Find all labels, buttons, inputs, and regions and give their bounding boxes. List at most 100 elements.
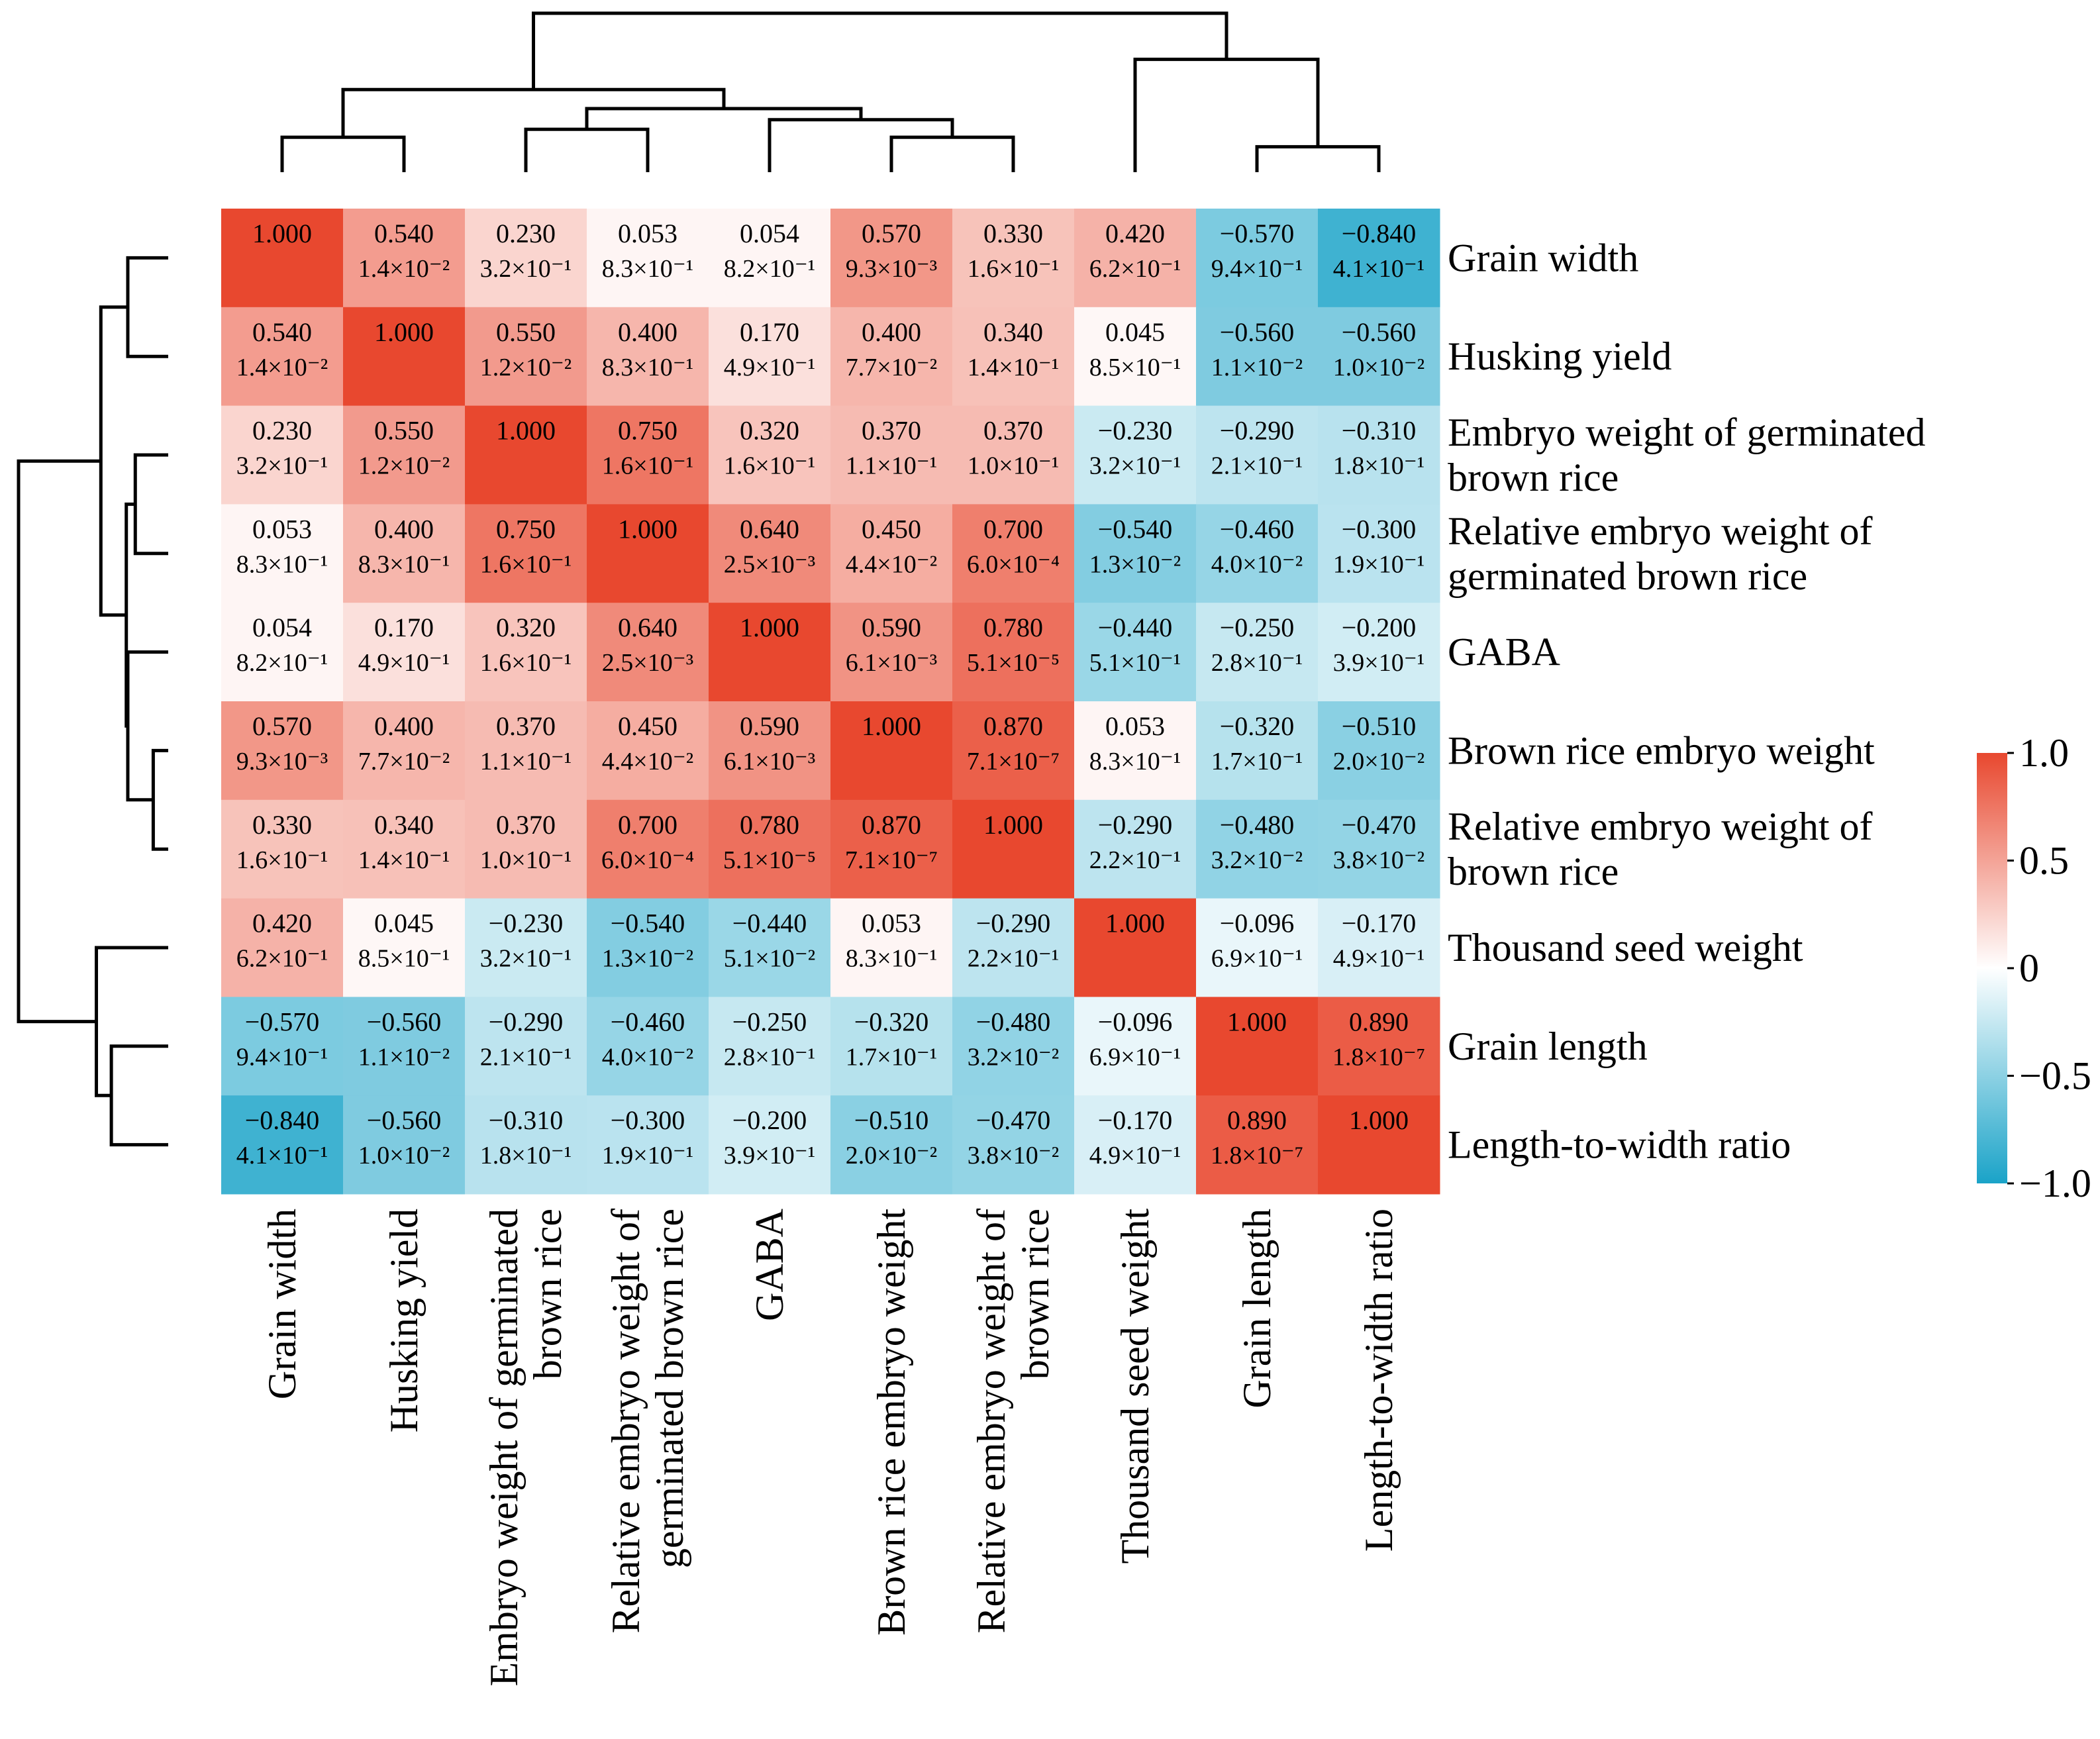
cell-value-r2-c2: 1.000 <box>496 416 556 446</box>
heatmap-cell-r0-c5 <box>830 209 953 308</box>
cell-pvalue-r1-c5: 7.7×10⁻² <box>846 354 937 381</box>
cell-value-r7-c8: −0.096 <box>1220 909 1295 938</box>
heatmap-cell-r7-c7 <box>1074 898 1197 997</box>
color-legend: 1.0 0.5 0 −0.5 −1.0 <box>1977 731 2091 1205</box>
cell-pvalue-r4-c8: 2.8×10⁻¹ <box>1211 649 1303 677</box>
cell-pvalue-r8-c1: 1.1×10⁻² <box>358 1043 450 1071</box>
cell-value-r3-c3: 1.000 <box>618 514 677 544</box>
column-label-2-line-0: Embryo weight of germinated <box>482 1209 526 1686</box>
cell-value-r8-c7: −0.096 <box>1098 1007 1173 1036</box>
cell-value-r5-c6: 0.870 <box>983 711 1043 741</box>
cell-pvalue-r8-c9: 1.8×10⁻⁷ <box>1332 1043 1425 1071</box>
heatmap-cell-r5-c7 <box>1074 701 1197 801</box>
row-labels: Grain width Husking yield Embryo weight of… <box>1448 236 1925 1166</box>
cell-pvalue-r7-c0: 6.2×10⁻¹ <box>236 945 328 973</box>
heatmap-cell-r8-c0 <box>221 997 344 1096</box>
row-label-6-line-0: Relative embryo weight of <box>1448 805 1873 848</box>
column-label-6-line-0: Relative embryo weight of <box>970 1209 1013 1634</box>
heatmap-cell-r3-c8 <box>1196 504 1319 603</box>
legend-color-bar <box>1977 753 2007 1183</box>
cell-pvalue-r5-c9: 2.0×10⁻² <box>1333 748 1425 775</box>
heatmap-cell-r2-c6 <box>952 405 1075 505</box>
heatmap-cell-r8-c5 <box>830 997 953 1096</box>
cell-value-r6-c5: 0.870 <box>862 810 921 840</box>
cell-pvalue-r8-c6: 3.2×10⁻² <box>968 1043 1059 1071</box>
column-label-0-line-0: Grain width <box>260 1209 304 1399</box>
cell-pvalue-r5-c1: 7.7×10⁻² <box>358 748 450 775</box>
cell-pvalue-r0-c3: 8.3×10⁻¹ <box>602 255 693 283</box>
cell-value-r8-c2: −0.290 <box>489 1007 564 1036</box>
cell-pvalue-r2-c6: 1.0×10⁻¹ <box>968 452 1059 480</box>
column-dendrogram-branch-2 <box>524 127 650 172</box>
cell-pvalue-r4-c9: 3.9×10⁻¹ <box>1333 649 1425 677</box>
cell-value-r1-c1: 1.000 <box>374 317 434 347</box>
cell-value-r8-c4: −0.250 <box>732 1007 807 1036</box>
cell-value-r2-c1: 0.550 <box>374 416 434 446</box>
legend-tick-label-1: 0.5 <box>2019 839 2069 883</box>
heatmap-cell-r4-c7 <box>1074 603 1197 702</box>
cell-value-r6-c7: −0.290 <box>1098 810 1173 840</box>
cell-pvalue-r5-c8: 1.7×10⁻¹ <box>1211 748 1303 775</box>
heatmap-cell-r0-c7 <box>1074 209 1197 308</box>
cell-pvalue-r3-c0: 8.3×10⁻¹ <box>236 550 328 578</box>
cell-pvalue-r9-c1: 1.0×10⁻² <box>358 1142 450 1169</box>
cell-value-r6-c8: −0.480 <box>1220 810 1295 840</box>
cell-value-r6-c0: 0.330 <box>252 810 312 840</box>
heatmap-cell-r0-c8 <box>1196 209 1319 308</box>
heatmap-cell-r0-c2 <box>465 209 587 308</box>
cell-pvalue-r9-c4: 3.9×10⁻¹ <box>724 1142 815 1169</box>
heatmap-cell-r0-c4 <box>709 209 831 308</box>
heatmap-cell-r1-c8 <box>1196 307 1319 407</box>
heatmap-cell-r3-c1 <box>343 504 466 603</box>
column-label-1-line-0: Husking yield <box>382 1209 426 1432</box>
heatmap-cell-r7-c0 <box>221 898 344 997</box>
cell-pvalue-r1-c4: 4.9×10⁻¹ <box>724 354 815 381</box>
row-label-7-line-0: Thousand seed weight <box>1448 926 1803 969</box>
column-label-2-line-1: brown rice <box>526 1209 570 1379</box>
row-label-8-line-0: Grain length <box>1448 1024 1648 1068</box>
cell-pvalue-r8-c0: 9.4×10⁻¹ <box>236 1043 328 1071</box>
legend-tick-label-3: −0.5 <box>2019 1054 2091 1098</box>
cell-pvalue-r4-c2: 1.6×10⁻¹ <box>480 649 572 677</box>
heatmap-cell-r8-c6 <box>952 997 1075 1096</box>
row-dendrogram-branch-2 <box>151 748 168 851</box>
heatmap-cell-r1-c4 <box>709 307 831 407</box>
cell-pvalue-r2-c5: 1.1×10⁻¹ <box>846 452 937 480</box>
cell-pvalue-r1-c0: 1.4×10⁻² <box>236 354 328 381</box>
heatmap-cell-r3-c4 <box>709 504 831 603</box>
cell-value-r7-c9: −0.170 <box>1342 909 1417 938</box>
cell-value-r7-c0: 0.420 <box>252 909 312 938</box>
cell-pvalue-r0-c7: 6.2×10⁻¹ <box>1089 255 1181 283</box>
row-label-0-line-0: Grain width <box>1448 236 1638 279</box>
cell-pvalue-r8-c7: 6.9×10⁻¹ <box>1089 1043 1181 1071</box>
row-label-2-line-1: brown rice <box>1448 456 1619 499</box>
cell-value-r9-c9: 1.000 <box>1349 1105 1409 1135</box>
cell-pvalue-r9-c8: 1.8×10⁻⁷ <box>1211 1142 1303 1169</box>
heatmap-cell-r5-c3 <box>587 701 709 801</box>
heatmap-cell-r5-c9 <box>1318 701 1440 801</box>
cell-pvalue-r4-c1: 4.9×10⁻¹ <box>358 649 450 677</box>
column-label-3-line-0: Relative embryo weight of <box>604 1209 648 1634</box>
heatmap-cell-r4-c8 <box>1196 603 1319 702</box>
heatmap-cell-r5-c0 <box>221 701 344 801</box>
heatmap-cell-r8-c3 <box>587 997 709 1096</box>
heatmap-cell-r9-c3 <box>587 1095 709 1195</box>
heatmap-cell-r1-c5 <box>830 307 953 407</box>
row-label-2-line-0: Embryo weight of germinated <box>1448 411 1925 454</box>
heatmap-cell-r3-c5 <box>830 504 953 603</box>
cell-pvalue-r6-c7: 2.2×10⁻¹ <box>1089 846 1181 874</box>
heatmap-cell-r4-c4 <box>709 603 831 702</box>
cell-pvalue-r2-c0: 3.2×10⁻¹ <box>236 452 328 480</box>
heatmap-cell-r8-c9 <box>1318 997 1440 1096</box>
cell-value-r4-c4: 1.000 <box>740 613 799 642</box>
heatmap-cell-r3-c6 <box>952 504 1075 603</box>
cell-value-r1-c9: −0.560 <box>1342 317 1417 347</box>
column-dendrogram-branch-8 <box>532 11 1228 90</box>
cell-value-r8-c6: −0.480 <box>976 1007 1051 1036</box>
cell-value-r0-c1: 0.540 <box>374 219 434 248</box>
cell-pvalue-r0-c4: 8.2×10⁻¹ <box>724 255 815 283</box>
cell-value-r1-c3: 0.400 <box>618 317 677 347</box>
heatmap-cell-r1-c7 <box>1074 307 1197 407</box>
cell-value-r5-c4: 0.590 <box>740 711 799 741</box>
heatmap-cell-r8-c2 <box>465 997 587 1096</box>
